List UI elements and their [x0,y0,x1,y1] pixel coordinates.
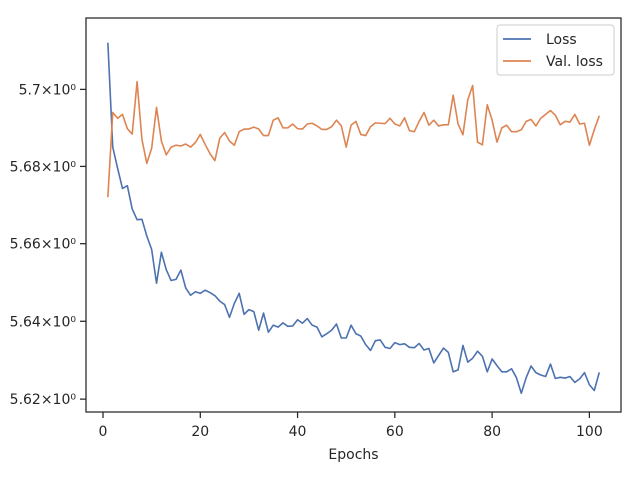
series-layer [107,42,600,395]
legend-label-loss: Loss [546,32,577,48]
loss-line [107,42,600,395]
x-tick-label: 40 [289,424,307,440]
x-tick-label: 20 [191,424,209,440]
y-tick-label: 5.66×10⁰ [10,237,77,253]
y-tick-label: 5.7×10⁰ [19,82,77,98]
legend-box [496,24,615,76]
plot-frame [85,17,622,413]
y-tick-label: 5.62×10⁰ [10,392,77,408]
legend: Loss Val. loss [496,24,615,76]
y-tick-label: 5.68×10⁰ [10,159,77,175]
x-tick-label: 100 [576,424,603,440]
x-tick-label: 60 [386,424,404,440]
x-axis-label: Epochs [328,447,378,463]
x-tick-label: 0 [99,424,108,440]
x-axis-ticks: 0 20 40 60 80 100 [99,412,603,440]
x-tick-label: 80 [483,424,501,440]
y-axis-ticks: 5.62×10⁰ 5.64×10⁰ 5.66×10⁰ 5.68×10⁰ 5.7×10⁰ [10,82,86,408]
legend-label-val-loss: Val. loss [546,54,603,70]
y-tick-label: 5.64×10⁰ [10,314,77,330]
val-loss-line [107,80,600,198]
